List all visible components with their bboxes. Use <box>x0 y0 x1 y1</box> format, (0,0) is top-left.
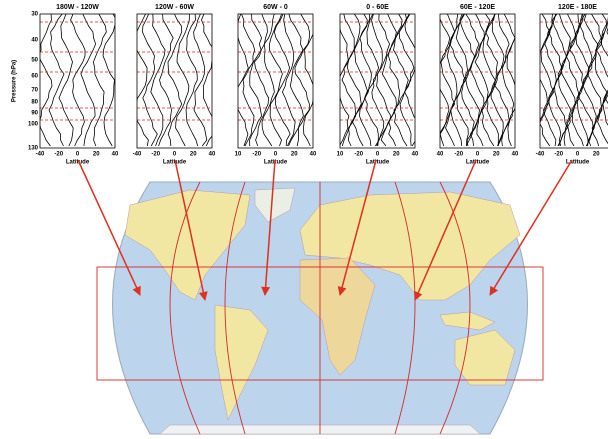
x-tick-label: 0 <box>173 152 177 158</box>
x-tick-label: 0 <box>376 152 380 158</box>
contour-line <box>405 14 419 146</box>
x-tick-label: 0 <box>76 152 80 158</box>
contour-line <box>360 14 372 146</box>
y-tick-label: 90 <box>31 111 38 117</box>
contour-line <box>352 14 367 146</box>
x-tick-label: 0 <box>274 152 278 158</box>
contours <box>336 14 419 146</box>
contour-line <box>274 14 290 146</box>
x-tick-label: -20 <box>252 152 261 158</box>
contour-line <box>295 14 310 146</box>
contours <box>435 14 519 146</box>
contour-line <box>143 14 158 146</box>
figure: 180W - 120W -40 -20 0 20 40 Latitude 120W - 60W… <box>0 0 608 439</box>
contour-line <box>176 14 190 146</box>
x-tick-label: -40 <box>536 152 545 158</box>
contour-line <box>539 14 554 146</box>
x-tick-label: 0 <box>476 152 480 158</box>
panel-title: 60W - 0 <box>263 4 288 11</box>
y-tick-label: 40 <box>31 38 38 44</box>
contour-line <box>342 14 356 146</box>
y-tick-label: 50 <box>31 58 38 64</box>
panel-title: 120W - 60W <box>155 4 194 11</box>
contour-line <box>235 14 248 146</box>
x-tick-label: -40 <box>133 152 142 158</box>
y-tick-label: 130 <box>28 146 39 152</box>
contour-line <box>133 14 148 146</box>
panel-frame <box>238 14 313 148</box>
contour-line <box>601 14 608 146</box>
panel-frame <box>137 14 212 148</box>
contours <box>535 14 608 146</box>
x-axis-label: Latitude <box>366 160 390 166</box>
contour-line <box>558 14 571 146</box>
contour-panel: 0 - 60E 10 -20 0 20 40 Latitude <box>336 4 419 166</box>
y-tick-label: 60 <box>31 74 38 80</box>
x-tick-label: 40 <box>310 152 317 158</box>
contour-line <box>168 14 182 146</box>
y-tick-label: 100 <box>28 122 39 128</box>
panel-title: 180W - 120W <box>56 4 99 11</box>
contours <box>133 14 214 146</box>
x-tick-label: 20 <box>493 152 500 158</box>
contour-line <box>186 14 198 146</box>
y-tick-label: 80 <box>31 100 38 106</box>
x-axis-label: Latitude <box>264 160 288 166</box>
contour-line <box>456 14 468 146</box>
contour-line <box>242 14 255 146</box>
contour-line <box>495 14 510 146</box>
contour-line <box>250 14 262 146</box>
contour-line <box>71 14 85 146</box>
world-map <box>97 182 543 434</box>
x-tick-label: 40 <box>112 152 119 158</box>
y-axis-label: Pressure (hPa) <box>12 60 18 102</box>
contour-line <box>81 14 96 146</box>
contour-line <box>388 14 402 146</box>
contour-line <box>365 14 379 146</box>
contour-line <box>549 14 562 146</box>
contour-line <box>507 14 520 146</box>
panel-title: 120E - 180E <box>558 4 597 11</box>
panel-title: 0 - 60E <box>366 4 389 11</box>
panels: 180W - 120W -40 -20 0 20 40 Latitude 120W - 60W… <box>12 4 608 166</box>
y-tick-label: 30 <box>31 12 38 18</box>
contours <box>235 14 316 146</box>
contour-line <box>435 14 449 146</box>
panel-title: 60E - 120E <box>460 4 495 11</box>
y-tick-label: 70 <box>31 88 38 94</box>
contours <box>38 14 116 146</box>
contour-line <box>561 14 576 146</box>
contour-line <box>289 14 304 146</box>
contour-line <box>576 14 589 146</box>
x-tick-label: 0 <box>576 152 580 158</box>
contour-line <box>486 14 499 146</box>
x-tick-label: 10 <box>337 152 344 158</box>
x-tick-label: 10 <box>235 152 242 158</box>
x-tick-label: 40 <box>437 152 444 158</box>
x-tick-label: -20 <box>54 152 63 158</box>
contour-panel: 120E - 180E-40-20020Latitude <box>535 4 608 166</box>
x-tick-label: -40 <box>36 152 45 158</box>
x-tick-label: 20 <box>190 152 197 158</box>
x-tick-label: 20 <box>291 152 298 158</box>
x-tick-label: -20 <box>151 152 160 158</box>
x-tick-label: -20 <box>554 152 563 158</box>
x-tick-label: 40 <box>412 152 419 158</box>
x-tick-label: 20 <box>93 152 100 158</box>
contour-panel: 60E - 120E 40 -20 0 20 40 Latitude <box>435 4 519 166</box>
contour-line <box>38 14 52 146</box>
x-tick-label: 40 <box>512 152 519 158</box>
x-tick-label: 40 <box>209 152 216 158</box>
contour-line <box>475 14 490 146</box>
x-tick-label: 20 <box>393 152 400 158</box>
contour-line <box>304 14 317 146</box>
contour-panel: 120W - 60W-40-2002040Latitude <box>133 4 216 166</box>
x-axis-label: Latitude <box>466 160 490 166</box>
x-tick-label: -20 <box>454 152 463 158</box>
x-tick-label: 20 <box>593 152 600 158</box>
contour-panel: 60W - 0 10 -20 0 20 40 Latitude <box>235 4 317 166</box>
x-tick-label: -20 <box>354 152 363 158</box>
